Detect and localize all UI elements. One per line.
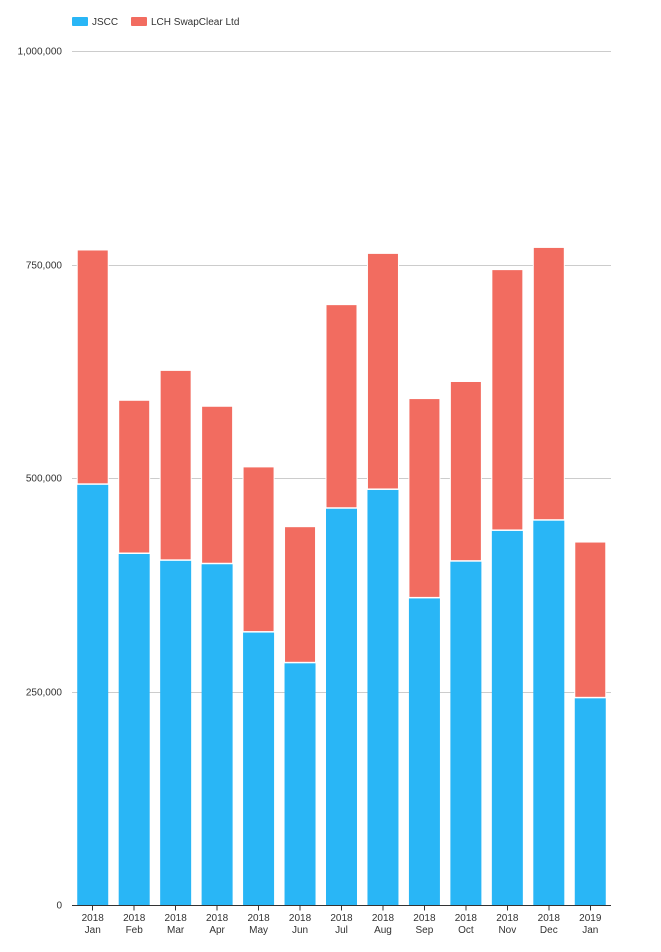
x-tick-label-year-13: 2019 (579, 913, 602, 924)
x-tick-label-month-12: Dec (540, 925, 558, 936)
bar-jscc-4[interactable] (201, 564, 233, 905)
bar-jscc-1[interactable] (77, 484, 109, 905)
x-tick-label-month-1: Jan (85, 925, 101, 936)
x-tick-label-month-6: Jun (292, 925, 308, 936)
legend: JSCC LCH SwapClear Ltd (72, 17, 239, 28)
x-tick-label-month-11: Nov (498, 925, 516, 936)
bar-jscc-6[interactable] (284, 663, 316, 905)
bar-jscc-12[interactable] (533, 520, 565, 905)
y-tick-label-3: 750,000 (26, 261, 63, 272)
x-tick-label-month-4: Apr (209, 925, 225, 936)
x-tick-label-month-9: Sep (416, 925, 434, 936)
bar-lch-11[interactable] (491, 269, 524, 531)
bar-lch-1[interactable] (76, 249, 109, 485)
bar-jscc-5[interactable] (243, 632, 275, 905)
x-tick-label-month-5: May (249, 925, 268, 936)
x-tick-label-month-7: Jul (335, 925, 348, 936)
y-tick-label-2: 500,000 (26, 474, 63, 485)
bar-jscc-8[interactable] (367, 489, 399, 905)
x-tick-label-year-12: 2018 (538, 913, 561, 924)
legend-label-2[interactable]: LCH SwapClear Ltd (151, 17, 239, 28)
bar-lch-3[interactable] (159, 369, 192, 561)
x-tick-label-year-3: 2018 (165, 913, 188, 924)
x-tick-label-year-11: 2018 (496, 913, 519, 924)
legend-swatch-2[interactable] (131, 17, 147, 26)
bar-lch-6[interactable] (284, 526, 317, 663)
x-tick-label-year-6: 2018 (289, 913, 312, 924)
bar-lch-4[interactable] (201, 405, 234, 564)
bar-lch-5[interactable] (242, 466, 275, 633)
x-tick-label-year-1: 2018 (82, 913, 105, 924)
legend-label-1[interactable]: JSCC (92, 17, 118, 28)
y-tick-label-4: 1,000,000 (18, 47, 63, 58)
x-tick-label-month-10: Oct (458, 925, 474, 936)
x-tick-label-year-7: 2018 (330, 913, 353, 924)
x-tick-label-year-2: 2018 (123, 913, 146, 924)
bar-jscc-7[interactable] (326, 508, 357, 905)
y-tick-label-1: 250,000 (26, 688, 63, 699)
x-tick-label-month-3: Mar (167, 925, 185, 936)
x-tick-label-month-2: Feb (126, 925, 144, 936)
bar-lch-10[interactable] (449, 380, 482, 562)
x-axis: 2018Jan2018Feb2018Mar2018Apr2018May2018J… (72, 905, 611, 936)
bar-lch-7[interactable] (325, 304, 358, 509)
bar-lch-9[interactable] (408, 398, 441, 598)
x-tick-label-year-8: 2018 (372, 913, 395, 924)
bar-jscc-11[interactable] (491, 530, 523, 905)
x-tick-label-year-4: 2018 (206, 913, 229, 924)
bar-lch-13[interactable] (574, 541, 607, 698)
y-tick-label-0: 0 (56, 901, 62, 912)
bar-lch-2[interactable] (118, 399, 151, 554)
bar-lch-8[interactable] (366, 252, 399, 490)
bar-lch-12[interactable] (532, 246, 565, 521)
bar-jscc-3[interactable] (160, 560, 192, 905)
bar-jscc-2[interactable] (118, 554, 150, 905)
bar-jscc-13[interactable] (574, 698, 606, 905)
x-tick-label-year-10: 2018 (455, 913, 478, 924)
x-tick-label-year-5: 2018 (247, 913, 270, 924)
x-tick-label-month-13: Jan (582, 925, 598, 936)
y-axis-tick-labels: 0 250,000 500,000 750,000 1,000,000 (18, 47, 63, 912)
x-tick-label-year-9: 2018 (413, 913, 436, 924)
bar-jscc-9[interactable] (408, 598, 440, 905)
x-tick-label-month-8: Aug (374, 925, 392, 936)
bars (76, 246, 607, 905)
bar-jscc-10[interactable] (450, 561, 482, 905)
legend-swatch-1[interactable] (72, 17, 88, 26)
